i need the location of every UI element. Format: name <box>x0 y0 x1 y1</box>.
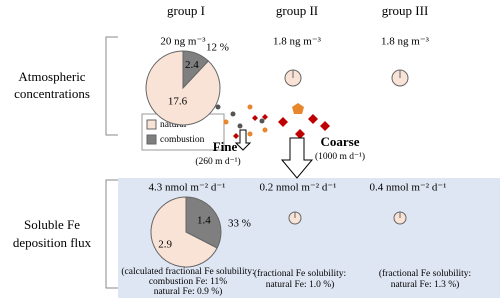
slice-label: 17.6 <box>168 95 188 107</box>
note: (fractional Fe solubility: <box>379 268 471 279</box>
bracket <box>105 36 118 136</box>
flux-amount: 0.2 nmol m⁻² d⁻¹ <box>260 182 337 194</box>
slice-label: 1.4 <box>197 215 211 227</box>
concentration: 1.8 ng m⁻³ <box>381 36 430 48</box>
concentration: 1.8 ng m⁻³ <box>273 36 322 48</box>
flux-amount: 0.4 nmol m⁻² d⁻¹ <box>370 182 447 194</box>
coarse-label: Coarse <box>321 134 360 149</box>
slice-label: 2.9 <box>158 238 172 250</box>
fine-label: Fine <box>213 139 238 154</box>
row-label: concentrations <box>14 86 90 101</box>
legend-swatch <box>146 119 157 130</box>
column-header: group I <box>167 3 205 18</box>
row-label: Soluble Fe <box>24 217 80 232</box>
note: natural Fe: 1.0 %) <box>266 279 335 290</box>
row-label: deposition flux <box>13 235 92 250</box>
pie-slice <box>150 196 218 268</box>
pie-slice <box>185 196 222 249</box>
coarse-arrow <box>280 137 314 179</box>
bracket <box>105 179 118 289</box>
column-header: group III <box>382 3 429 18</box>
note: (fractional Fe solubility: <box>254 268 346 279</box>
fine-arrow <box>234 129 252 151</box>
column-header: group II <box>276 3 318 18</box>
note: (calculated fractional Fe solubility: <box>121 266 254 277</box>
note: natural Fe: 0.9 %) <box>154 286 223 297</box>
flux-amount: 4.3 nmol m⁻² d⁻¹ <box>149 182 226 194</box>
legend-label: combustion <box>160 135 205 145</box>
share-label: 12 % <box>206 42 229 54</box>
small-pie <box>284 69 409 225</box>
pie-slice <box>145 50 221 126</box>
legend-label: natural <box>160 120 187 130</box>
share-label: 33 % <box>228 218 251 230</box>
coarse-speed: (1000 m d⁻¹) <box>315 151 365 162</box>
fine-speed: (260 m d⁻¹) <box>195 156 240 167</box>
legend-swatch <box>146 134 157 145</box>
row-label: Atmospheric <box>18 69 85 84</box>
note: natural Fe: 1.3 %) <box>391 279 460 290</box>
particles <box>215 103 330 139</box>
concentration: 20 ng m⁻³ <box>160 36 206 48</box>
note: combustion Fe: 11% <box>149 277 227 287</box>
slice-label: 2.4 <box>185 59 199 71</box>
